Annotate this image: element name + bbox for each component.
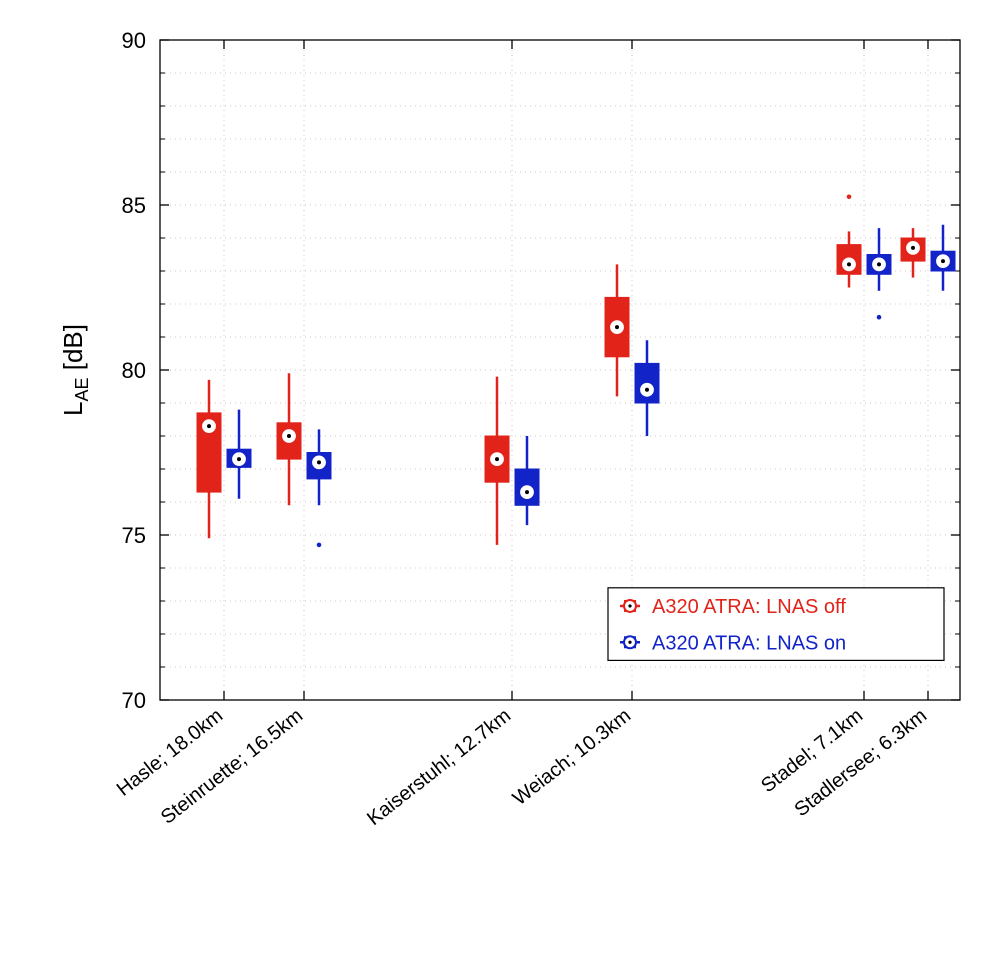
- y-axis-title: LAE [dB]: [58, 324, 92, 416]
- median-dot: [615, 325, 619, 329]
- median-dot: [525, 490, 529, 494]
- median-dot: [237, 457, 241, 461]
- outlier: [877, 315, 882, 320]
- median-dot: [911, 246, 915, 250]
- legend-label: A320 ATRA: LNAS off: [652, 596, 846, 618]
- y-tick-label: 70: [122, 688, 146, 713]
- median-dot: [847, 262, 851, 266]
- median-dot: [645, 388, 649, 392]
- median-dot: [495, 457, 499, 461]
- y-tick-label: 80: [122, 358, 146, 383]
- legend: A320 ATRA: LNAS off A320 ATRA: LNAS on: [608, 588, 944, 661]
- median-dot: [287, 434, 291, 438]
- boxplot-chart: 7075808590LAE [dB]Hasle; 18.0kmSteinruet…: [0, 0, 1000, 973]
- legend-label: A320 ATRA: LNAS on: [652, 632, 846, 654]
- y-tick-label: 75: [122, 523, 146, 548]
- y-tick-label: 85: [122, 193, 146, 218]
- chart-bg: [0, 0, 1000, 973]
- median-dot: [877, 262, 881, 266]
- outlier: [847, 194, 852, 199]
- median-dot: [317, 460, 321, 464]
- median-dot: [941, 259, 945, 263]
- chart-container: 7075808590LAE [dB]Hasle; 18.0kmSteinruet…: [0, 0, 1000, 973]
- median-dot: [207, 424, 211, 428]
- outlier: [317, 543, 322, 548]
- y-tick-label: 90: [122, 28, 146, 53]
